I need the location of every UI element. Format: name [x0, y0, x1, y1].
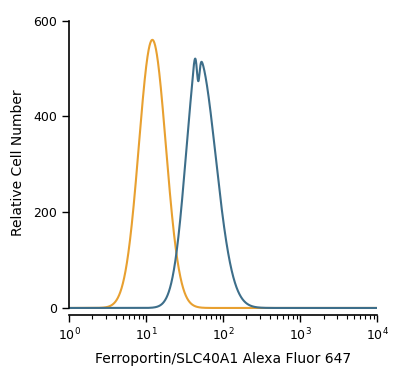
X-axis label: Ferroportin/SLC40A1 Alexa Fluor 647: Ferroportin/SLC40A1 Alexa Fluor 647 — [95, 352, 351, 366]
Y-axis label: Relative Cell Number: Relative Cell Number — [11, 90, 25, 236]
